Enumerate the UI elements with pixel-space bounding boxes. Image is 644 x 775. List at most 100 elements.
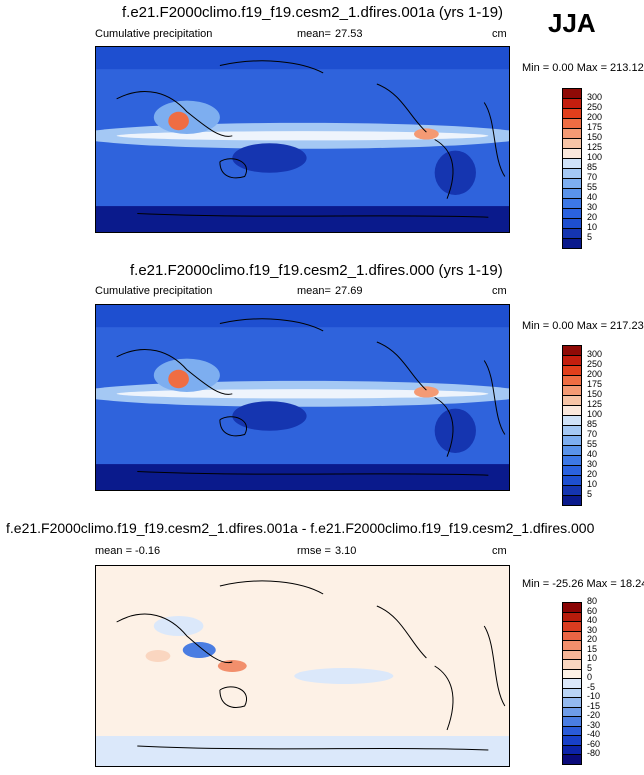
panel-2-map [95, 304, 510, 491]
colorbar-cell [562, 228, 582, 239]
anomaly-negative-strong [182, 642, 216, 658]
panel-1-title: f.e21.F2000climo.f19_f19.cesm2_1.dfires.… [122, 4, 504, 21]
colorbar-tick-label: -80 [587, 748, 601, 759]
colorbar-cell [562, 744, 582, 756]
colorbar-tick-label: 30 [587, 624, 598, 635]
colorbar-tick-label: 5 [587, 489, 593, 499]
colorbar-tick-label: 5 [587, 662, 593, 673]
colorbar-tick-label: 55 [587, 182, 598, 192]
colorbar-tick-label: 85 [587, 162, 598, 172]
panel-1-colorbar [562, 88, 582, 249]
colorbar-cell [562, 238, 582, 249]
colorbar-cell [562, 188, 582, 199]
colorbar-cell [562, 98, 582, 109]
dry-area [434, 150, 476, 195]
coastline [434, 397, 454, 457]
panel-1-minmax: Min = 0.00 Max = 213.12 [522, 62, 644, 74]
colorbar-tick-label: 15 [587, 643, 598, 654]
colorbar-tick-label: 175 [587, 379, 603, 389]
colorbar-tick-label: 30 [587, 202, 598, 212]
colorbar-cell [562, 138, 582, 149]
colorbar-cell [562, 148, 582, 159]
colorbar-cell [562, 630, 582, 642]
colorbar-tick-label: 55 [587, 439, 598, 449]
anomaly-positive [145, 650, 171, 662]
colorbar-tick-label: 10 [587, 479, 598, 489]
colorbar-tick-label: 250 [587, 102, 603, 112]
colorbar-tick-label: 125 [587, 399, 603, 409]
coastline [483, 625, 506, 707]
season-label: JJA [548, 8, 596, 38]
coastline [116, 349, 233, 395]
colorbar-cell [562, 455, 582, 466]
panel-1-units: cm [492, 28, 507, 40]
colorbar-cell [562, 178, 582, 189]
coastline [137, 471, 489, 476]
coastline [219, 158, 247, 179]
colorbar-tick-label: 70 [587, 172, 598, 182]
colorbar-tick-label: 80 [587, 596, 598, 606]
colorbar-tick-label: -40 [587, 729, 601, 740]
colorbar-cell [562, 725, 582, 737]
anomaly-band [96, 736, 509, 766]
colorbar-cell [562, 208, 582, 219]
colorbar-cell [562, 415, 582, 426]
colorbar-tick-label: 20 [587, 634, 598, 645]
coastline [219, 318, 324, 332]
colorbar-tick-label: 200 [587, 369, 603, 379]
colorbar-cell [562, 218, 582, 229]
colorbar-tick-label: -20 [587, 710, 601, 721]
coastline [219, 60, 324, 74]
colorbar-cell [562, 485, 582, 496]
coastline [219, 416, 247, 437]
colorbar-tick-label: 40 [587, 615, 598, 626]
field-band [96, 305, 509, 328]
coastline [376, 341, 427, 391]
colorbar-tick-label: 20 [587, 212, 598, 222]
colorbar-tick-label: 40 [587, 449, 598, 459]
colorbar-cell [562, 602, 582, 613]
panel-3-minmax: Min = -25.26 Max = 18.24 [522, 578, 644, 590]
peak-area [414, 386, 439, 398]
panel-3-mean-label: mean = -0.16 [95, 545, 161, 557]
panel-3-rmse-value: 3.10 [335, 545, 357, 557]
colorbar-tick-label: 30 [587, 459, 598, 469]
colorbar-cell [562, 640, 582, 651]
colorbar-cell [562, 621, 582, 632]
anomaly-negative [153, 616, 204, 636]
colorbar-cell [562, 649, 582, 661]
colorbar-tick-label: 150 [587, 132, 603, 142]
field-band [96, 464, 509, 490]
colorbar-cell [562, 611, 582, 623]
map-field [96, 305, 509, 490]
colorbar-cell [562, 395, 582, 406]
panel-1-mean-label: mean= [297, 28, 331, 40]
colorbar-tick-label: 60 [587, 605, 598, 616]
coastline [376, 605, 427, 659]
colorbar-cell [562, 668, 582, 680]
panel-1-map [95, 46, 510, 233]
coastline [376, 83, 427, 133]
anomaly-negative [294, 668, 394, 684]
colorbar-cell [562, 475, 582, 486]
field-background [96, 566, 509, 766]
panel-2-mean-value: 27.69 [335, 285, 363, 297]
colorbar-cell [562, 365, 582, 376]
panel-1-variable-label: Cumulative precipitation [95, 28, 213, 40]
itcz-core [116, 389, 489, 399]
colorbar-tick-label: 250 [587, 359, 603, 369]
colorbar-tick-label: 100 [587, 152, 603, 162]
anomaly-positive [217, 660, 247, 672]
panel-3-units: cm [492, 545, 507, 557]
panel-3-title: f.e21.F2000climo.f19_f19.cesm2_1.dfires.… [6, 520, 595, 536]
colorbar-cell [562, 678, 582, 689]
colorbar-cell [562, 385, 582, 396]
panel-3-rmse-label: rmse = [297, 545, 331, 557]
colorbar-cell [562, 445, 582, 456]
map-field [96, 47, 509, 232]
coastline [219, 580, 324, 595]
colorbar-tick-label: 0 [587, 672, 593, 683]
dry-area [232, 401, 307, 431]
colorbar-tick-label: -5 [587, 681, 596, 692]
peak-area [414, 128, 439, 140]
